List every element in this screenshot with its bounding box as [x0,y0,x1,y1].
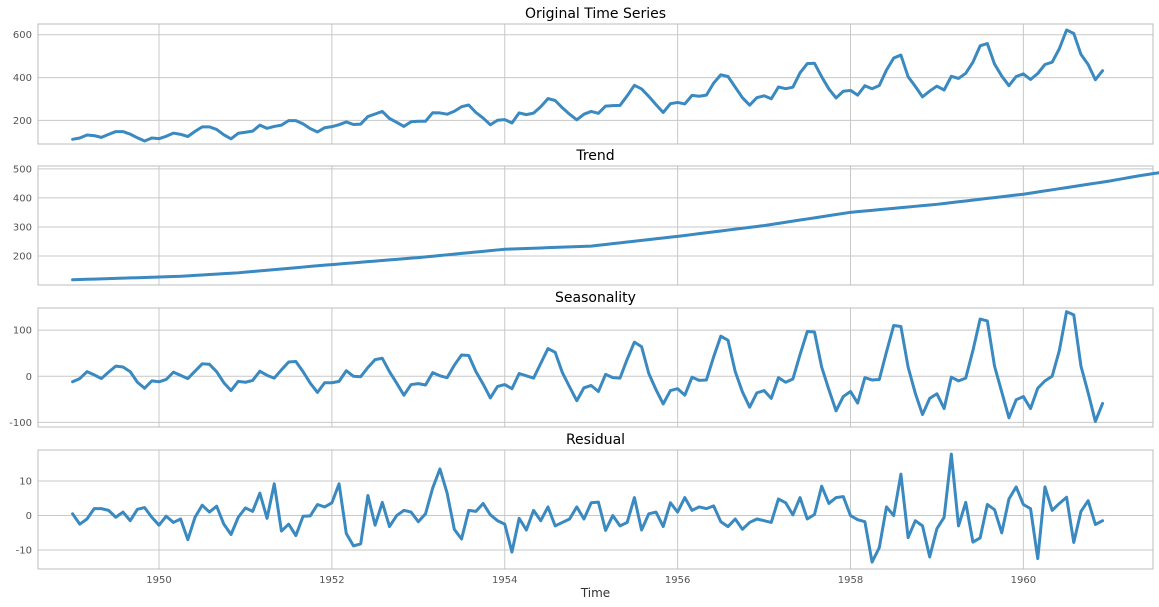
axes-frame [37,165,1154,286]
x-axis-label: Time [580,586,610,600]
trend-panel: 200 300 400 500 Trend [13,148,1159,286]
residual-panel: -10 0 10 Residual [16,432,1154,570]
y-tick-label: 300 [13,222,32,233]
panel-title: Residual [566,432,625,448]
trend-line [71,171,1159,282]
x-tick-label: 1954 [492,575,517,586]
y-tick-label: 10 [19,477,32,488]
panel-title: Seasonality [555,290,636,306]
axes-frame [37,449,1154,570]
y-tick-label: 100 [13,326,32,337]
x-tick-label: 1958 [838,575,863,586]
seasonality-line [71,310,1105,423]
axes-frame [37,23,1154,145]
x-tick-label: 1960 [1011,575,1036,586]
y-tick-label: 200 [13,251,32,262]
residual-line [71,452,1105,564]
original-time-series-panel: 200 400 600 Original Time Series [13,6,1154,145]
panel-title: Original Time Series [525,6,666,22]
y-tick-label: -100 [9,418,32,429]
x-tick-label: 1956 [665,575,690,586]
y-tick-label: 200 [13,116,32,127]
y-tick-label: 0 [26,372,32,383]
seasonality-panel: -100 0 100 Seasonality [9,290,1154,429]
y-tick-label: -10 [16,546,32,557]
panel-title: Trend [575,148,614,164]
y-tick-label: 600 [13,30,32,41]
y-tick-label: 500 [13,164,32,175]
y-tick-label: 0 [26,511,32,522]
y-tick-label: 400 [13,73,32,84]
x-tick-label: 1950 [146,575,171,586]
axes-frame [37,307,1154,428]
x-tick-label: 1952 [319,575,344,586]
y-tick-label: 400 [13,193,32,204]
original-time-series-line [71,28,1105,143]
